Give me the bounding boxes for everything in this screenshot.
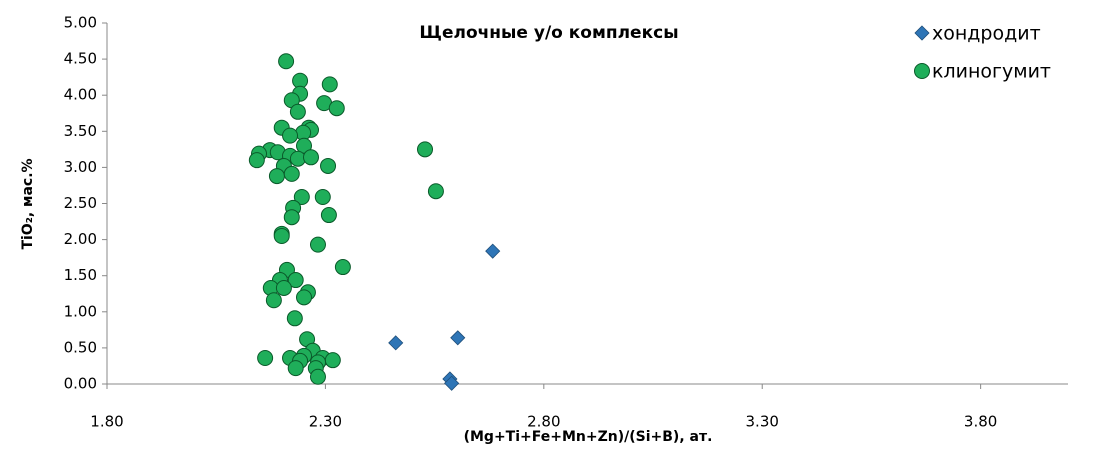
point <box>287 360 304 377</box>
point <box>265 292 282 309</box>
y-tick-label: 5.00 <box>64 14 97 32</box>
point <box>273 227 290 244</box>
point <box>320 157 337 174</box>
y-tick-label: 0.50 <box>64 338 97 356</box>
point <box>287 272 304 289</box>
x-tick-label: 3.30 <box>746 413 779 431</box>
legend-label: хондродит <box>932 23 1041 45</box>
point <box>302 149 319 166</box>
point <box>248 152 265 169</box>
y-tick-label: 3.00 <box>64 158 97 176</box>
y-tick-label: 3.50 <box>64 122 97 140</box>
point <box>296 137 313 154</box>
point <box>275 279 292 296</box>
legend-marker <box>914 25 930 41</box>
point <box>485 243 501 259</box>
point <box>278 53 295 70</box>
point <box>314 189 331 206</box>
y-axis-label: TiO₂, мас.% <box>20 158 36 249</box>
legend-label: клиногумит <box>932 61 1051 83</box>
x-tick-label: 2.30 <box>309 413 342 431</box>
point <box>282 127 299 144</box>
point <box>289 103 306 120</box>
point <box>257 350 274 367</box>
y-tick-label: 1.00 <box>64 302 97 320</box>
point <box>309 368 326 385</box>
point <box>328 100 345 117</box>
point <box>296 289 313 306</box>
x-tick-label: 3.80 <box>964 413 997 431</box>
point <box>417 141 434 158</box>
point <box>283 165 300 182</box>
chart-title: Щелочные у/о комплексы <box>419 23 678 43</box>
point <box>268 168 285 185</box>
point <box>309 236 326 253</box>
point <box>324 352 341 369</box>
point <box>427 183 444 200</box>
point <box>286 310 303 327</box>
legend-marker <box>914 63 930 79</box>
y-tick-label: 2.00 <box>64 230 97 248</box>
point <box>320 207 337 224</box>
point <box>283 209 300 226</box>
point <box>388 335 404 351</box>
x-tick-label: 1.80 <box>90 413 123 431</box>
point <box>321 76 338 93</box>
x-tick-label: 2.80 <box>527 413 560 431</box>
y-tick-label: 0.00 <box>64 375 97 393</box>
point <box>450 330 466 346</box>
y-tick-label: 4.50 <box>64 50 97 68</box>
y-tick-label: 1.50 <box>64 266 97 284</box>
point <box>444 375 460 391</box>
x-axis-label: (Mg+Ti+Fe+Mn+Zn)/(Si+B), ат. <box>464 429 713 445</box>
point <box>334 259 351 276</box>
point <box>293 189 310 206</box>
y-tick-label: 4.00 <box>64 86 97 104</box>
y-tick-label: 2.50 <box>64 194 97 212</box>
